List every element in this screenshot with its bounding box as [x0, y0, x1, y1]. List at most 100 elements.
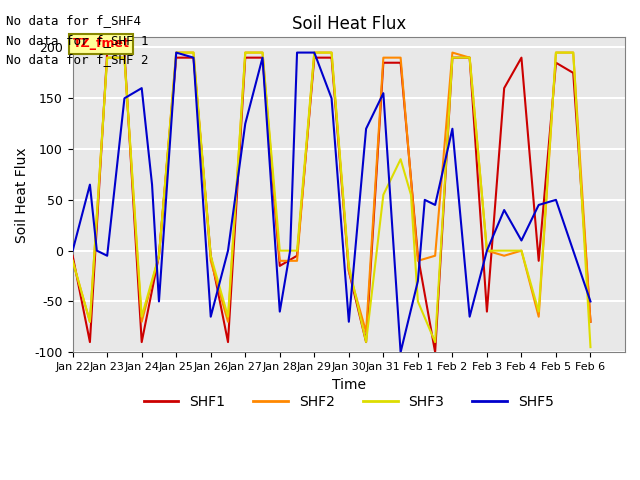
SHF2 — [466, 55, 474, 60]
SHF3 — [172, 50, 180, 56]
SHF2 — [138, 319, 145, 324]
SHF3 — [224, 314, 232, 320]
SHF2 — [276, 258, 284, 264]
SHF5 — [103, 253, 111, 259]
SHF5 — [224, 248, 232, 253]
SHF1 — [328, 55, 335, 60]
SHF1 — [276, 263, 284, 269]
Title: Soil Heat Flux: Soil Heat Flux — [292, 15, 406, 33]
SHF5 — [189, 55, 197, 60]
Text: No data for f_SHF 1: No data for f_SHF 1 — [6, 34, 149, 47]
SHF5 — [587, 299, 595, 304]
SHF1 — [86, 339, 93, 345]
Text: No data for f_SHF4: No data for f_SHF4 — [6, 14, 141, 27]
SHF2 — [414, 258, 422, 264]
SHF3 — [138, 314, 145, 320]
SHF3 — [69, 258, 77, 264]
SHF5 — [397, 349, 404, 355]
Legend: SHF1, SHF2, SHF3, SHF5: SHF1, SHF2, SHF3, SHF5 — [138, 389, 559, 415]
SHF2 — [189, 50, 197, 56]
SHF5 — [69, 248, 77, 253]
SHF2 — [241, 50, 249, 56]
SHF2 — [570, 50, 577, 56]
SHF1 — [241, 55, 249, 60]
SHF2 — [310, 50, 318, 56]
SHF1 — [500, 85, 508, 91]
SHF3 — [310, 50, 318, 56]
SHF1 — [587, 319, 595, 324]
SHF3 — [86, 319, 93, 324]
SHF3 — [259, 50, 266, 56]
SHF3 — [397, 156, 404, 162]
SHF5 — [241, 121, 249, 127]
SHF1 — [69, 253, 77, 259]
SHF2 — [328, 50, 335, 56]
SHF2 — [397, 55, 404, 60]
Line: SHF3: SHF3 — [73, 53, 591, 347]
SHF5 — [345, 319, 353, 324]
SHF3 — [293, 248, 301, 253]
SHF1 — [483, 309, 491, 314]
SHF5 — [276, 309, 284, 314]
SHF5 — [500, 207, 508, 213]
SHF5 — [535, 202, 543, 208]
SHF1 — [570, 70, 577, 76]
Line: SHF2: SHF2 — [73, 53, 591, 332]
SHF2 — [345, 268, 353, 274]
SHF2 — [483, 248, 491, 253]
SHF3 — [535, 309, 543, 314]
SHF1 — [207, 253, 214, 259]
SHF2 — [259, 50, 266, 56]
SHF3 — [500, 248, 508, 253]
SHF3 — [155, 253, 163, 259]
SHF5 — [414, 278, 422, 284]
SHF2 — [172, 50, 180, 56]
SHF3 — [120, 55, 128, 60]
SHF3 — [552, 50, 560, 56]
SHF2 — [449, 50, 456, 56]
SHF1 — [259, 55, 266, 60]
SHF1 — [310, 55, 318, 60]
Y-axis label: Soil Heat Flux: Soil Heat Flux — [15, 147, 29, 242]
SHF3 — [328, 50, 335, 56]
SHF1 — [397, 60, 404, 66]
SHF2 — [103, 55, 111, 60]
SHF2 — [293, 258, 301, 264]
SHF1 — [466, 55, 474, 60]
SHF5 — [310, 50, 318, 56]
SHF5 — [328, 96, 335, 101]
SHF3 — [407, 192, 415, 198]
SHF1 — [155, 253, 163, 259]
SHF5 — [155, 299, 163, 304]
SHF5 — [207, 314, 214, 320]
SHF3 — [207, 253, 214, 259]
SHF3 — [483, 248, 491, 253]
SHF2 — [224, 319, 232, 324]
SHF2 — [500, 253, 508, 259]
SHF5 — [286, 248, 294, 253]
SHF1 — [345, 268, 353, 274]
SHF3 — [449, 55, 456, 60]
SHF1 — [293, 253, 301, 259]
SHF3 — [362, 339, 370, 345]
SHF1 — [120, 50, 128, 56]
SHF2 — [431, 253, 439, 259]
X-axis label: Time: Time — [332, 377, 366, 392]
Line: SHF5: SHF5 — [73, 53, 591, 352]
SHF5 — [421, 197, 429, 203]
SHF3 — [189, 50, 197, 56]
SHF5 — [552, 197, 560, 203]
SHF2 — [120, 55, 128, 60]
Text: TZ_fmet: TZ_fmet — [73, 37, 129, 50]
SHF5 — [120, 96, 128, 101]
SHF2 — [69, 258, 77, 264]
SHF5 — [148, 182, 156, 188]
SHF3 — [431, 339, 439, 345]
SHF3 — [345, 263, 353, 269]
SHF1 — [449, 55, 456, 60]
SHF1 — [535, 258, 543, 264]
SHF3 — [466, 55, 474, 60]
SHF5 — [293, 50, 301, 56]
SHF1 — [362, 339, 370, 345]
SHF5 — [138, 85, 145, 91]
